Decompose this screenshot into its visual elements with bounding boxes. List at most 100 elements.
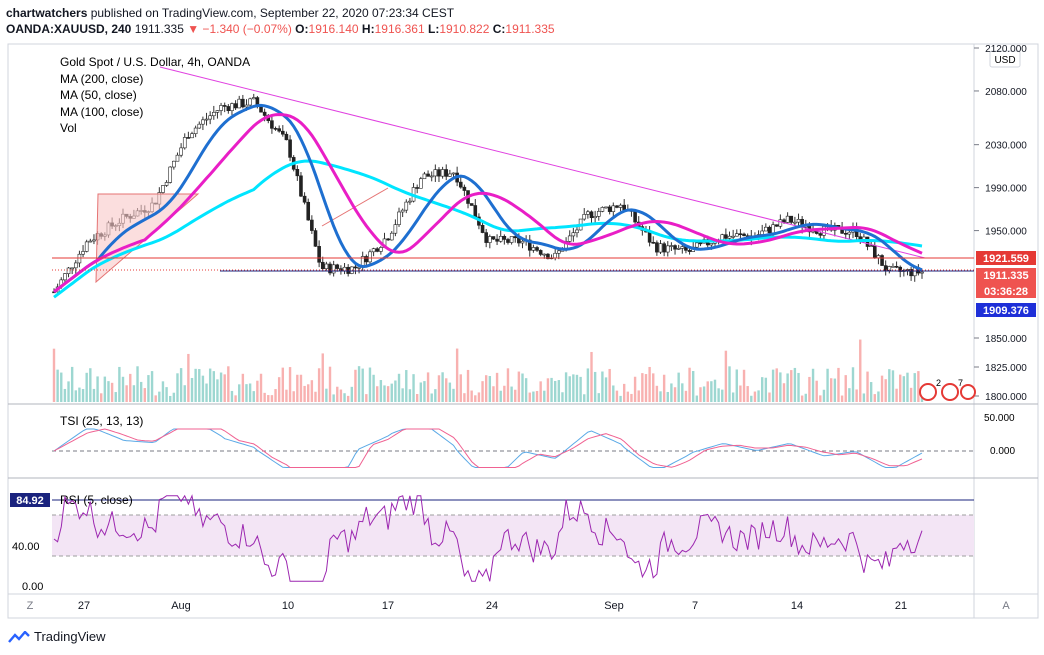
- candle-body: [426, 173, 430, 177]
- us-flag-icon[interactable]: [919, 383, 937, 401]
- volume-bar: [746, 386, 749, 402]
- volume-bar: [572, 374, 575, 402]
- volume-bar: [288, 367, 292, 402]
- volume-bar: [590, 351, 593, 402]
- volume-bar: [372, 374, 375, 402]
- volume-bar: [528, 392, 531, 402]
- volume-bar: [826, 368, 829, 402]
- candle-body: [389, 232, 394, 241]
- auto-scale-z[interactable]: Z: [27, 600, 34, 612]
- volume-bar: [695, 395, 699, 402]
- candle-body: [211, 112, 216, 117]
- us-flag-icon-2[interactable]: [941, 383, 959, 401]
- candle-body: [687, 250, 692, 252]
- candle-body: [785, 215, 790, 223]
- volume-bar: [811, 368, 815, 402]
- volume-bar: [325, 388, 328, 402]
- volume-bar: [179, 368, 183, 402]
- volume-bar: [546, 378, 550, 402]
- candle-body: [164, 182, 169, 186]
- time-tick-label: 27: [78, 600, 90, 612]
- candle-body: [335, 264, 340, 269]
- candle-body: [520, 240, 525, 244]
- candle-body: [676, 248, 681, 250]
- volume-bar: [710, 381, 713, 402]
- candle-body: [226, 106, 231, 111]
- volume-bar: [731, 392, 735, 402]
- volume-bar: [150, 371, 154, 402]
- volume-bar: [877, 391, 880, 402]
- candle-body: [324, 263, 329, 270]
- candle-body: [364, 256, 369, 263]
- high-label: H:: [361, 22, 375, 36]
- volume-bar: [78, 387, 81, 402]
- volume-bar: [753, 391, 757, 402]
- candle-body: [404, 201, 409, 211]
- candle-body: [357, 267, 361, 269]
- candle-body: [669, 245, 674, 247]
- candle-body: [317, 246, 321, 263]
- volume-bar: [190, 377, 194, 402]
- auto-scale-a[interactable]: A: [1002, 600, 1010, 612]
- rsi-label: RSI (5, close): [60, 493, 133, 507]
- candle-body: [869, 245, 873, 247]
- volume-bar: [888, 369, 891, 402]
- candle-body: [665, 245, 670, 253]
- volume-bar: [579, 376, 582, 402]
- event-badges[interactable]: 2 7: [919, 378, 976, 401]
- volume-bar: [132, 385, 136, 402]
- volume-bar: [408, 389, 412, 402]
- candle-body: [393, 224, 398, 234]
- tsi-label: TSI (25, 13, 13): [60, 414, 143, 428]
- candle-body: [197, 123, 202, 129]
- candle-body: [607, 206, 612, 212]
- candle-body: [771, 224, 775, 234]
- candle-body: [299, 175, 303, 197]
- volume-bar: [365, 394, 368, 402]
- volume-bar: [880, 375, 884, 402]
- volume-bar: [383, 385, 386, 402]
- brand[interactable]: TradingView: [8, 629, 106, 644]
- candle-body: [553, 252, 557, 259]
- candle-body: [368, 251, 372, 263]
- volume-bar: [263, 392, 266, 402]
- us-flag-icon-3[interactable]: [960, 384, 976, 400]
- price-change: ▼ −1.340 (−0.07%): [187, 22, 292, 36]
- volume-bar: [601, 371, 604, 402]
- volume-bar: [198, 369, 201, 402]
- close-value: 1911.335: [505, 22, 555, 36]
- volume-bar: [891, 370, 895, 402]
- volume-bar: [296, 374, 299, 402]
- volume-bar: [608, 368, 611, 402]
- legend-ma200: MA (200, close): [60, 72, 143, 86]
- brand-name: TradingView: [34, 629, 106, 644]
- volume-bar: [426, 372, 430, 402]
- volume-bar: [913, 373, 916, 402]
- currency-badge[interactable]: [989, 50, 1021, 68]
- candle-body: [397, 211, 401, 225]
- time-tick-label: 14: [791, 600, 803, 612]
- volume-bar: [721, 389, 724, 402]
- volume-bar: [248, 383, 252, 402]
- candle-body: [618, 204, 623, 208]
- candle-body: [419, 178, 423, 189]
- candle-body: [655, 242, 659, 253]
- volume-bar: [415, 393, 419, 402]
- candle-body: [793, 221, 797, 224]
- volume-bar: [205, 383, 208, 402]
- volume-bar: [800, 395, 804, 402]
- candle-body: [448, 173, 452, 177]
- volume-bar: [437, 375, 441, 402]
- volume-bar: [557, 380, 561, 402]
- volume-bar: [328, 366, 332, 402]
- candle-body: [615, 205, 619, 208]
- candle-body: [789, 215, 794, 223]
- volume-bar: [771, 369, 775, 402]
- volume-bar: [561, 392, 564, 402]
- volume-bar: [241, 373, 245, 402]
- candle-body: [77, 253, 82, 264]
- volume-bar: [56, 369, 59, 402]
- volume-bar: [455, 348, 459, 402]
- candle-body: [680, 246, 685, 249]
